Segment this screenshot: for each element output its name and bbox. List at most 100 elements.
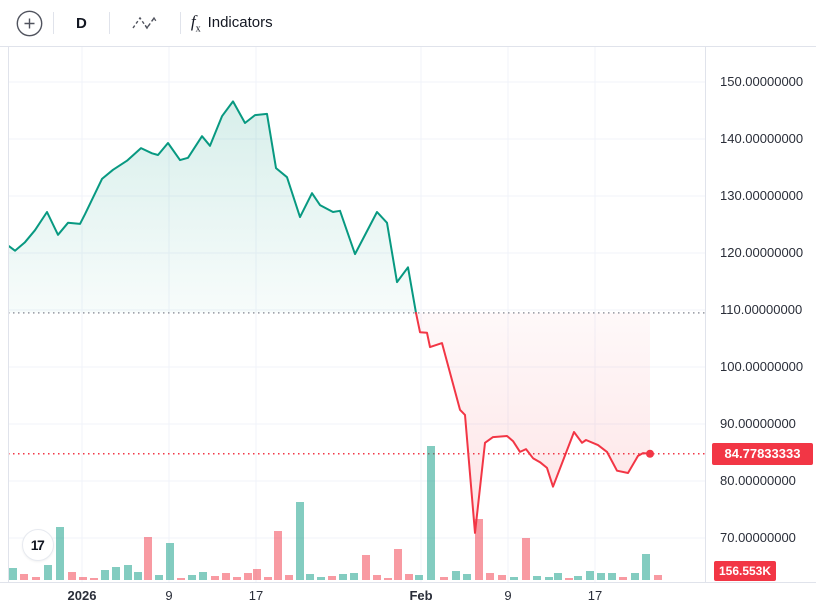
price-axis-label: 110.00000000 xyxy=(720,302,803,317)
price-axis-border xyxy=(705,47,706,609)
volume-bar xyxy=(373,575,381,580)
volume-bar xyxy=(144,537,152,580)
pane-left-border xyxy=(8,47,9,582)
time-axis[interactable]: 2026 9 17 Feb 9 17 xyxy=(0,583,816,609)
volume-bar xyxy=(233,577,241,580)
volume-bar xyxy=(554,573,562,580)
volume-bar xyxy=(264,577,272,580)
volume-bar xyxy=(166,543,174,580)
price-axis-label: 140.00000000 xyxy=(720,131,804,146)
time-axis-label: 9 xyxy=(165,588,173,603)
volume-bar xyxy=(79,577,87,580)
chart-toolbar: D fx Indicators xyxy=(0,0,816,47)
volume-bar xyxy=(574,576,582,580)
volume-bar xyxy=(306,574,314,580)
last-price-dot xyxy=(646,449,654,458)
price-line-down xyxy=(415,311,651,534)
volume-badge: 156.553K xyxy=(714,561,776,581)
volume-bar xyxy=(124,565,132,580)
add-compare-button[interactable] xyxy=(16,10,43,37)
timeframe-button[interactable]: D xyxy=(76,14,87,32)
price-chart-canvas[interactable] xyxy=(8,47,705,582)
time-axis-label: 17 xyxy=(248,588,264,603)
volume-bar xyxy=(44,565,52,580)
volume-bar xyxy=(285,575,293,580)
volume-bar xyxy=(440,577,448,580)
volume-bar xyxy=(134,572,142,580)
tradingview-logo[interactable]: 17 xyxy=(22,529,54,561)
volume-bar xyxy=(452,571,460,580)
volume-bar xyxy=(597,573,605,580)
volume-bar xyxy=(339,574,347,580)
tradingview-logo-glyph: 17 xyxy=(30,537,45,553)
volume-bar xyxy=(608,573,616,580)
price-axis-label: 70.00000000 xyxy=(720,530,796,545)
volume-bar xyxy=(486,573,494,580)
volume-bar xyxy=(619,577,627,580)
volume-bar xyxy=(112,567,120,580)
time-axis-label: 9 xyxy=(504,588,512,603)
circle-plus-icon xyxy=(16,10,43,36)
volume-bar xyxy=(565,578,573,580)
volume-bar xyxy=(253,569,261,580)
volume-bar xyxy=(317,577,325,580)
volume-bar xyxy=(394,549,402,580)
volume-bar xyxy=(405,574,413,580)
volume-bar xyxy=(631,573,639,580)
price-axis-label: 100.00000000 xyxy=(720,359,804,374)
time-axis-border xyxy=(0,582,816,583)
volume-bar xyxy=(296,502,304,580)
time-axis-label: 2026 xyxy=(67,588,97,603)
toolbar-separator xyxy=(179,12,181,34)
baseline-area-up xyxy=(9,101,416,313)
price-line-up xyxy=(8,100,417,314)
volume-bar xyxy=(384,578,392,580)
baseline-area-down xyxy=(416,312,650,533)
volume-bar xyxy=(199,572,207,580)
volume-bar xyxy=(155,575,163,580)
volume-bar xyxy=(510,577,518,580)
price-axis-label: 80.00000000 xyxy=(720,473,796,488)
volume-bar xyxy=(498,575,506,580)
volume-bar xyxy=(545,577,553,580)
volume-bar xyxy=(188,575,196,580)
price-axis-label: 90.00000000 xyxy=(720,416,796,431)
price-axis-label: 120.00000000 xyxy=(720,245,804,260)
last-price-badge: 84.77833333 xyxy=(712,442,813,465)
volume-bar xyxy=(475,519,483,580)
price-axis-label: 150.00000000 xyxy=(720,74,804,89)
indicators-button[interactable]: fx Indicators xyxy=(191,12,273,34)
volume-bar xyxy=(56,527,64,580)
volume-bar xyxy=(274,531,282,580)
indicators-label: Indicators xyxy=(207,14,273,32)
volume-bar xyxy=(463,574,471,580)
volume-bar xyxy=(68,572,76,580)
volume-bar xyxy=(533,576,541,580)
price-axis-label: 130.00000000 xyxy=(720,188,804,203)
fx-icon: fx xyxy=(190,11,201,35)
volume-bar xyxy=(362,555,370,580)
chart-style-button[interactable] xyxy=(120,12,170,34)
line-style-icon xyxy=(132,16,157,30)
volume-bar xyxy=(90,578,98,580)
price-axis[interactable]: 84.77833333 156.553K 150.00000000 140.000… xyxy=(706,47,816,582)
volume-bar xyxy=(244,573,252,580)
volume-bar xyxy=(654,575,662,580)
volume-bar xyxy=(328,576,336,580)
volume-bar xyxy=(642,554,650,580)
volume-bar xyxy=(350,573,358,580)
volume-bar xyxy=(522,538,530,580)
volume-bar xyxy=(20,574,28,580)
volume-bar xyxy=(211,576,219,580)
volume-bar xyxy=(32,577,40,580)
toolbar-separator xyxy=(108,12,110,34)
volume-bar xyxy=(101,570,109,580)
volume-bar xyxy=(586,571,594,580)
volume-bar xyxy=(427,446,435,580)
volume-bar xyxy=(177,578,185,580)
toolbar-separator xyxy=(53,12,54,34)
time-axis-label: Feb xyxy=(409,588,433,603)
volume-bar xyxy=(222,573,230,580)
volume-bar xyxy=(9,568,17,580)
